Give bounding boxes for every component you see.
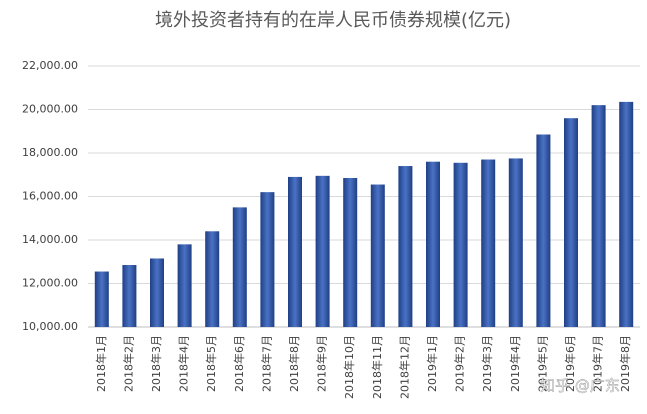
x-tick-label: 2018年9月 <box>315 335 329 392</box>
bar <box>177 244 192 327</box>
bar <box>343 178 358 327</box>
bar <box>481 159 496 327</box>
y-tick-label: 14,000.00 <box>22 233 78 246</box>
x-tick-label: 2018年4月 <box>177 335 191 392</box>
bar <box>232 207 247 327</box>
chart-title: 境外投资者持有的在岸人民币债券规模(亿元) <box>155 10 511 31</box>
x-tick-label: 2019年2月 <box>453 335 467 392</box>
x-tick-label: 2019年8月 <box>618 335 632 392</box>
bar <box>453 162 468 327</box>
x-tick-label: 2019年1月 <box>425 335 439 392</box>
x-tick-label: 2018年6月 <box>232 335 246 392</box>
bar <box>122 265 137 327</box>
bar <box>398 166 413 327</box>
x-tick-label: 2018年2月 <box>121 335 135 392</box>
bar <box>619 101 634 327</box>
x-tick-label: 2018年5月 <box>204 335 218 392</box>
bar <box>315 175 330 327</box>
x-tick-label: 2019年3月 <box>480 335 494 392</box>
x-tick-label: 2018年12月 <box>397 335 411 399</box>
bar <box>508 158 523 327</box>
bar <box>288 176 302 327</box>
x-tick-label: 2018年8月 <box>287 335 301 392</box>
y-tick-label: 18,000.00 <box>22 146 78 159</box>
y-tick-label: 16,000.00 <box>22 190 78 203</box>
x-tick-label: 2019年4月 <box>508 335 522 392</box>
y-tick-label: 12,000.00 <box>22 277 78 290</box>
x-tick-label: 2019年5月 <box>535 335 549 392</box>
bar <box>260 192 275 327</box>
x-tick-label: 2018年7月 <box>259 335 273 392</box>
x-tick-label: 2019年7月 <box>591 335 605 392</box>
x-tick-label: 2019年6月 <box>563 335 577 392</box>
bar <box>205 231 220 327</box>
y-tick-label: 20,000.00 <box>22 103 78 116</box>
x-tick-label: 2018年1月 <box>94 335 108 392</box>
bar <box>370 184 385 327</box>
x-tick-label: 2018年10月 <box>342 335 356 399</box>
bar <box>150 258 164 327</box>
y-tick-label: 22,000.00 <box>22 59 78 72</box>
bar <box>591 105 606 328</box>
bar <box>426 161 440 327</box>
watermark: 知乎 @广东 <box>540 377 620 395</box>
bar <box>94 271 109 327</box>
x-tick-label: 2018年11月 <box>370 335 384 399</box>
x-tick-label: 2018年3月 <box>149 335 163 392</box>
bar <box>564 118 578 327</box>
bar <box>536 134 551 327</box>
y-tick-label: 10,000.00 <box>22 320 78 333</box>
